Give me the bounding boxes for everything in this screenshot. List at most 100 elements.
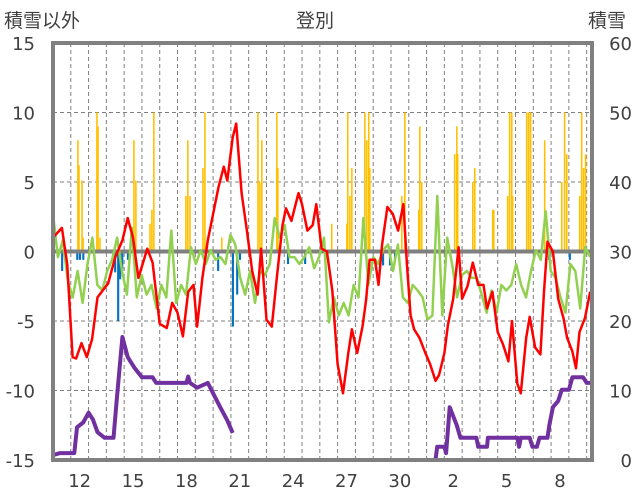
bar-positive (202, 168, 204, 252)
left-tick-label: 0 (24, 243, 35, 264)
bar-positive (185, 195, 187, 252)
x-tick-label: 15 (122, 471, 145, 492)
bar-positive (456, 154, 459, 252)
x-tick-label: 21 (228, 471, 251, 492)
chart-title: 登別 (296, 10, 335, 32)
bar-positive (189, 195, 191, 252)
bar-positive (529, 112, 532, 252)
bar-positive (275, 112, 278, 252)
bar-positive (99, 237, 101, 252)
bar-negative (121, 251, 124, 270)
bar-positive (133, 140, 135, 252)
bar-positive (365, 140, 368, 252)
bar-positive (367, 112, 370, 252)
bar-negative (117, 251, 120, 321)
snow-depth-line (52, 335, 235, 458)
x-tick-label: 8 (554, 471, 565, 492)
bar-positive (472, 182, 474, 252)
bar-positive (510, 112, 513, 252)
x-tick-label: 30 (388, 471, 411, 492)
right-tick-label: 50 (609, 104, 632, 125)
gridlines (53, 43, 592, 460)
bar-positive (473, 168, 476, 252)
bar-positive (578, 195, 581, 252)
bar-positive (257, 112, 259, 252)
bar-positive (135, 180, 137, 252)
left-tick-label: 15 (12, 34, 35, 55)
bar-positive (401, 195, 403, 252)
bar-positive (543, 140, 546, 252)
right-tick-label: 0 (621, 451, 632, 472)
bar-positive (565, 154, 568, 252)
bar-positive (259, 182, 261, 252)
x-tick-label: 5 (501, 471, 512, 492)
red-line (52, 122, 592, 395)
bar-negative (568, 251, 571, 260)
x-tick-label: 24 (282, 471, 305, 492)
right-tick-label: 20 (609, 312, 632, 333)
bar-negative (238, 251, 242, 260)
right-tick-label: 60 (609, 34, 632, 55)
bar-positive (563, 112, 566, 252)
bar-positive (582, 168, 585, 252)
bar-positive (420, 182, 423, 252)
bar-negative (126, 251, 130, 260)
bar-positive (277, 168, 279, 252)
bar-negative (382, 251, 385, 266)
bar-positive (346, 112, 349, 252)
x-tick-label: 27 (335, 471, 358, 492)
bar-positive (78, 165, 80, 252)
bar-positive (491, 209, 494, 252)
bar-positive (149, 223, 151, 252)
bar-negative (231, 251, 234, 327)
bar-series (61, 112, 587, 327)
x-tick-label: 12 (68, 471, 91, 492)
bar-positive (493, 209, 495, 252)
bar-positive (508, 112, 511, 252)
bar-positive (77, 140, 79, 252)
line-series (51, 122, 592, 462)
bar-positive (221, 237, 223, 252)
bar-positive (404, 112, 406, 252)
bar-positive (560, 182, 563, 252)
bar-negative (236, 251, 239, 295)
bar-negative (287, 251, 290, 265)
bar-negative (82, 251, 85, 260)
bar-positive (330, 223, 333, 252)
bar-positive (151, 209, 153, 252)
bar-positive (82, 237, 84, 252)
x-tick-label: 18 (175, 471, 198, 492)
bar-positive (527, 112, 530, 252)
left-tick-label: -5 (17, 312, 35, 333)
bar-positive (364, 112, 366, 252)
left-axis-title: 積雪以外 (4, 10, 81, 32)
bar-positive (346, 223, 348, 252)
x-tick-label: 2 (448, 471, 459, 492)
bar-positive (525, 112, 528, 252)
bar-negative (76, 251, 79, 260)
right-axis-title: 積雪 (588, 10, 627, 32)
plot-frame (51, 41, 594, 462)
right-tick-label: 40 (609, 173, 632, 194)
bar-negative (61, 251, 64, 271)
bar-positive (453, 154, 456, 252)
bar-positive (349, 195, 351, 252)
bar-positive (261, 140, 263, 252)
bar-positive (456, 126, 458, 252)
left-tick-label: 10 (12, 104, 35, 125)
bar-positive (417, 209, 420, 252)
bar-positive (506, 195, 509, 252)
bar-positive (351, 168, 353, 252)
bar-positive (81, 180, 83, 252)
right-tick-label: 30 (609, 243, 632, 264)
bar-positive (153, 112, 155, 252)
bar-positive (204, 112, 206, 252)
left-tick-label: 5 (24, 173, 35, 194)
right-tick-label: 10 (609, 382, 632, 403)
bar-negative (217, 251, 220, 271)
bar-positive (369, 168, 371, 252)
bar-positive (419, 126, 421, 252)
left-tick-label: -15 (6, 451, 35, 472)
